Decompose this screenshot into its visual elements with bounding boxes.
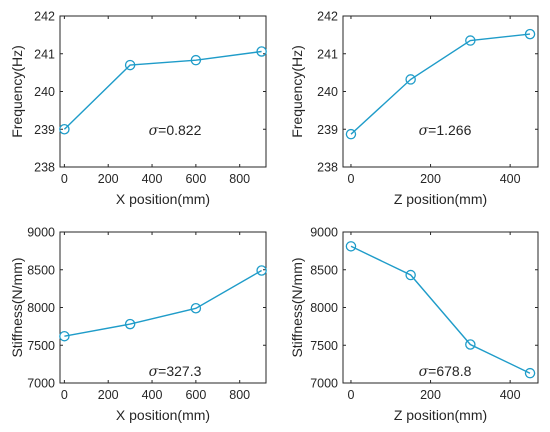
y-tick-label: 9000 bbox=[310, 226, 338, 240]
axes-box bbox=[342, 15, 539, 168]
y-tick-label: 8500 bbox=[310, 263, 338, 277]
sigma-annotation: σ=1.266 bbox=[419, 122, 472, 139]
x-tick-label: 600 bbox=[185, 172, 206, 186]
x-axis-label: X position(mm) bbox=[116, 407, 210, 423]
sigma-annotation: σ=327.3 bbox=[149, 363, 202, 380]
sigma-value: =327.3 bbox=[158, 363, 201, 379]
x-tick-label: 400 bbox=[500, 172, 521, 186]
x-tick-label: 0 bbox=[61, 388, 68, 402]
data-point bbox=[59, 330, 70, 342]
sigma-annotation: σ=678.8 bbox=[419, 363, 472, 380]
y-tick-label: 241 bbox=[34, 47, 55, 61]
axes-box bbox=[342, 231, 539, 384]
data-point bbox=[465, 339, 476, 350]
series-line bbox=[64, 269, 262, 337]
y-tick-label: 7000 bbox=[310, 377, 338, 391]
x-tick-label: 200 bbox=[420, 388, 441, 402]
data-point bbox=[345, 128, 357, 140]
x-axis-label: Z position(mm) bbox=[394, 407, 487, 423]
x-tick-label: 400 bbox=[142, 172, 163, 186]
data-point bbox=[124, 59, 136, 71]
y-tick-label: 7500 bbox=[27, 339, 55, 353]
y-axis-label: Frequency(Hz) bbox=[289, 45, 305, 138]
data-point bbox=[524, 28, 536, 40]
y-tick-label: 9000 bbox=[27, 226, 55, 240]
y-tick-label: 240 bbox=[34, 85, 55, 99]
data-point bbox=[190, 303, 202, 314]
axes-box bbox=[59, 15, 267, 168]
data-point bbox=[524, 367, 536, 379]
x-tick-label: 600 bbox=[185, 388, 206, 402]
y-tick-label: 242 bbox=[317, 10, 338, 24]
x-tick-label: 0 bbox=[347, 172, 354, 186]
data-point bbox=[190, 54, 202, 66]
y-tick-label: 241 bbox=[317, 47, 338, 61]
data-point bbox=[405, 269, 416, 281]
data-point bbox=[345, 241, 357, 252]
sigma-symbol: σ bbox=[149, 364, 159, 380]
sigma-symbol: σ bbox=[419, 123, 429, 139]
series-line bbox=[350, 33, 531, 135]
x-axis-label: Z position(mm) bbox=[394, 191, 487, 207]
chart-panel-4: 0 200 400 7000 7500 8000 8500 9000 Z position(mm… bbox=[289, 226, 539, 423]
x-tick-label: 200 bbox=[98, 388, 119, 402]
y-tick-label: 239 bbox=[317, 123, 338, 137]
series-line bbox=[63, 50, 262, 130]
y-axis-label: Stiffness(N/mm) bbox=[9, 257, 25, 357]
data-point bbox=[256, 265, 267, 276]
y-tick-label: 8000 bbox=[310, 301, 338, 315]
data-point bbox=[59, 124, 70, 135]
y-tick-label: 238 bbox=[317, 161, 338, 175]
x-tick-label: 400 bbox=[500, 388, 521, 402]
data-point bbox=[124, 318, 136, 330]
y-axis-label: Stiffness(N/mm) bbox=[289, 257, 305, 357]
axes-box bbox=[59, 231, 267, 384]
y-tick-label: 240 bbox=[317, 85, 338, 99]
y-tick-label: 8000 bbox=[27, 301, 55, 315]
data-point bbox=[465, 35, 476, 46]
x-tick-label: 200 bbox=[420, 172, 441, 186]
y-tick-label: 7500 bbox=[310, 339, 338, 353]
y-tick-label: 8500 bbox=[27, 263, 55, 277]
sigma-symbol: σ bbox=[419, 364, 429, 380]
x-tick-label: 400 bbox=[142, 388, 163, 402]
x-tick-label: 200 bbox=[98, 172, 119, 186]
y-axis-label: Frequency(Hz) bbox=[9, 45, 25, 138]
x-tick-label: 0 bbox=[61, 172, 68, 186]
chart-panel-2: 0 200 400 238 239 240 241 242 Z position(mm) Freq… bbox=[289, 10, 539, 207]
chart-panel-3: 0 200 400 600 800 7000 7500 8000 8500 9000 X posit… bbox=[9, 226, 267, 423]
x-tick-label: 0 bbox=[347, 388, 354, 402]
y-tick-label: 7000 bbox=[27, 377, 55, 391]
data-point bbox=[256, 46, 267, 57]
sigma-value: =0.822 bbox=[158, 122, 201, 138]
sigma-symbol: σ bbox=[149, 123, 159, 139]
y-tick-label: 242 bbox=[34, 10, 55, 24]
x-axis-label: X position(mm) bbox=[116, 191, 210, 207]
data-point bbox=[405, 74, 416, 85]
sigma-value: =678.8 bbox=[428, 363, 471, 379]
y-tick-label: 238 bbox=[34, 161, 55, 175]
x-tick-label: 800 bbox=[229, 172, 250, 186]
chart-panel-1: 0 200 400 600 800 238 239 240 241 242 X position(m… bbox=[9, 10, 267, 207]
x-tick-label: 800 bbox=[229, 388, 250, 402]
sigma-annotation: σ=0.822 bbox=[149, 122, 202, 139]
y-tick-label: 239 bbox=[34, 123, 55, 137]
sigma-value: =1.266 bbox=[428, 122, 471, 138]
series-line bbox=[350, 245, 531, 374]
